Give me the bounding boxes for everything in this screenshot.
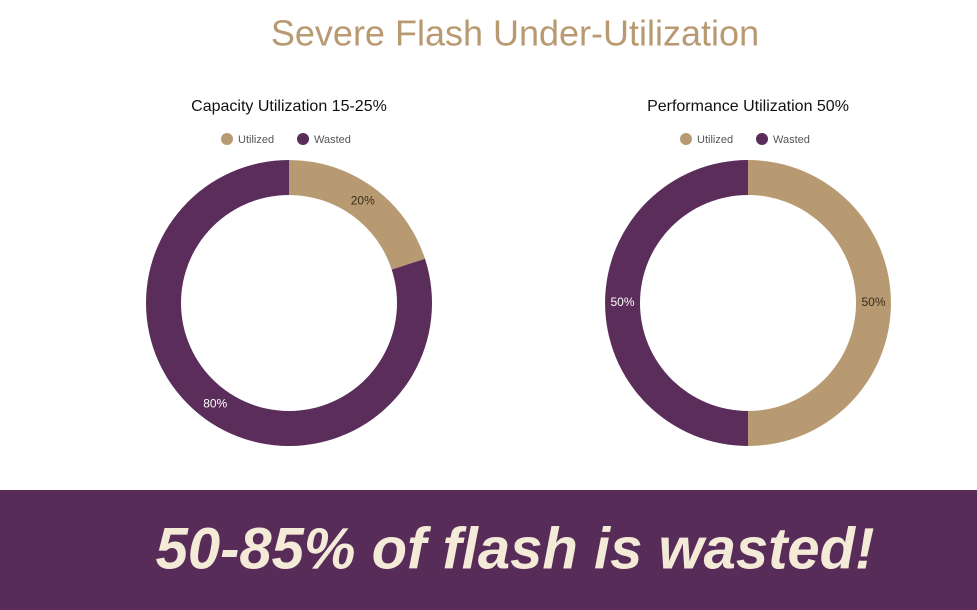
legend-swatch [680, 133, 692, 145]
slice [748, 160, 891, 446]
legend-swatch [756, 133, 768, 145]
legend-swatch [297, 133, 309, 145]
value-label: 80% [203, 397, 227, 411]
slice [289, 160, 426, 270]
chart-title: Performance Utilization 50% [647, 98, 849, 115]
slide-title: Severe Flash Under-Utilization [271, 13, 759, 54]
chart-title: Capacity Utilization 15-25% [191, 98, 387, 115]
slice [605, 160, 748, 446]
legend-label: Wasted [314, 134, 351, 146]
value-label: 20% [351, 194, 375, 208]
legend-label: Utilized [238, 134, 274, 146]
value-label: 50% [610, 295, 634, 309]
legend-swatch [221, 133, 233, 145]
value-label: 50% [861, 295, 885, 309]
banner [0, 490, 977, 610]
banner-text: 50-85% of flash is wasted! [156, 516, 875, 581]
legend-label: Utilized [697, 134, 733, 146]
legend-label: Wasted [773, 134, 810, 146]
